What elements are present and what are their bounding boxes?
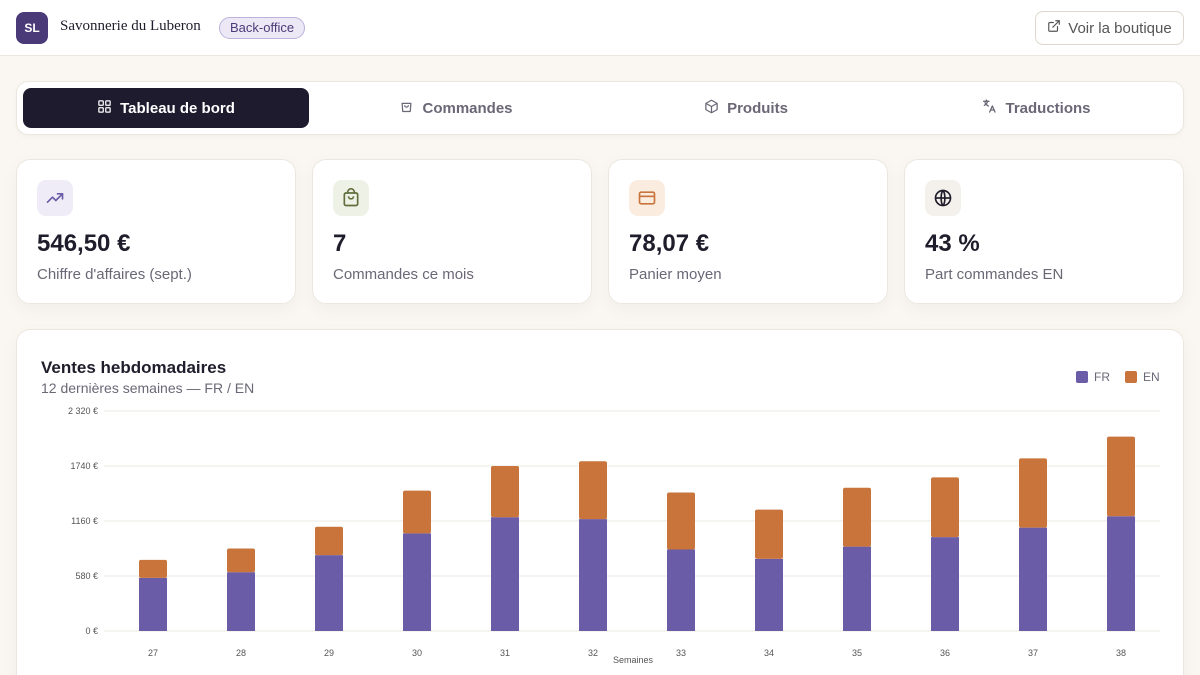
y-tick-label: 1160 €: [71, 516, 98, 526]
bar-segment-fr: [1019, 527, 1047, 631]
chart-title: Ventes hebdomadaires: [41, 358, 227, 377]
bar-segment-en: [843, 487, 871, 547]
legend-swatch: [1125, 371, 1137, 383]
main-tabs: Tableau de bord Commandes Produits Tradu…: [16, 81, 1184, 135]
chart-subtitle: 12 dernières semaines — FR / EN: [41, 380, 255, 396]
external-link-icon: [1047, 19, 1061, 37]
x-tick-label: 36: [940, 648, 950, 658]
tab-dashboard[interactable]: Tableau de bord: [23, 88, 309, 128]
back-office-badge: Back-office: [219, 17, 306, 39]
weekly-sales-card: Ventes hebdomadaires 12 dernières semain…: [16, 329, 1184, 675]
stat-card-revenue: 546,50 € Chiffre d'affaires (sept.): [16, 159, 296, 304]
stat-card-en-share: 43 % Part commandes EN: [904, 159, 1184, 304]
x-tick-label: 37: [1028, 648, 1038, 658]
y-tick-label: 0 €: [85, 626, 98, 636]
legend-label: EN: [1143, 370, 1160, 384]
brand-name: Savonnerie du Luberon: [60, 18, 201, 34]
stat-label: Chiffre d'affaires (sept.): [37, 266, 192, 283]
brand-logo[interactable]: SL: [16, 12, 48, 44]
x-tick-label: 32: [588, 648, 598, 658]
stat-value: 7: [333, 230, 347, 257]
bar-segment-fr: [491, 517, 519, 631]
weekly-sales-chart: 0 € 580 € 1160 € 1740 € 2 320 € 27 28 29 30 31 32 3…: [68, 406, 1160, 665]
stat-label: Panier moyen: [629, 266, 722, 283]
bar-segment-fr: [579, 519, 607, 631]
bar-segment-en: [227, 548, 255, 573]
y-tick-label: 2 320 €: [68, 406, 98, 416]
bar-segment-fr: [139, 577, 167, 631]
shopping-bag-icon: [333, 180, 369, 216]
stat-value: 546,50 €: [37, 230, 131, 257]
legend-item-fr[interactable]: FR: [1076, 370, 1110, 384]
bar-segment-fr: [843, 546, 871, 631]
tab-translations[interactable]: Traductions: [893, 88, 1179, 128]
x-axis-label: Semaines: [613, 655, 654, 665]
tab-orders[interactable]: Commandes: [313, 88, 599, 128]
x-tick-label: 28: [236, 648, 246, 658]
x-tick-label: 34: [764, 648, 774, 658]
tab-products[interactable]: Produits: [603, 88, 889, 128]
bar-segment-fr: [227, 572, 255, 631]
bag-icon: [399, 99, 414, 118]
x-tick-label: 31: [500, 648, 510, 658]
bar-segment-en: [491, 466, 519, 518]
bar-segment-fr: [403, 533, 431, 631]
stat-label: Part commandes EN: [925, 266, 1064, 283]
translate-icon: [981, 98, 997, 118]
x-tick-label: 38: [1116, 648, 1126, 658]
bar-segment-fr: [755, 558, 783, 631]
y-tick-label: 580 €: [75, 571, 98, 581]
stat-value: 43 %: [925, 230, 980, 257]
legend-item-en[interactable]: EN: [1125, 370, 1160, 384]
x-tick-label: 30: [412, 648, 422, 658]
x-tick-label: 35: [852, 648, 862, 658]
bar-segment-en: [403, 490, 431, 534]
tab-dashboard-label: Tableau de bord: [120, 99, 235, 117]
globe-icon: [925, 180, 961, 216]
view-shop-label: Voir la boutique: [1068, 19, 1172, 37]
grid-icon: [97, 99, 112, 118]
bar-segment-en: [755, 509, 783, 559]
view-shop-button[interactable]: Voir la boutique: [1035, 11, 1184, 45]
bar-segment-en: [139, 559, 167, 578]
bar-segment-en: [931, 477, 959, 538]
stat-card-basket: 78,07 € Panier moyen: [608, 159, 888, 304]
bar-segment-en: [1019, 458, 1047, 528]
legend-swatch: [1076, 371, 1088, 383]
tab-products-label: Produits: [727, 99, 788, 117]
bar-segment-fr: [931, 537, 959, 631]
tab-translations-label: Traductions: [1005, 99, 1091, 117]
stat-value: 78,07 €: [629, 230, 710, 257]
x-tick-label: 33: [676, 648, 686, 658]
bar-segment-fr: [1107, 516, 1135, 631]
bar-segment-en: [1107, 436, 1135, 517]
credit-card-icon: [629, 180, 665, 216]
bar-segment-en: [315, 526, 343, 556]
bar-segment-fr: [315, 555, 343, 631]
box-icon: [704, 99, 719, 118]
x-tick-label: 29: [324, 648, 334, 658]
bar-segment-en: [667, 492, 695, 550]
stat-card-orders: 7 Commandes ce mois: [312, 159, 592, 304]
stat-label: Commandes ce mois: [333, 266, 474, 283]
trending-up-icon: [37, 180, 73, 216]
legend-label: FR: [1094, 370, 1110, 384]
tab-orders-label: Commandes: [422, 99, 513, 117]
bar-segment-en: [579, 461, 607, 520]
bar-segment-fr: [667, 549, 695, 631]
top-bar: SL Savonnerie du Luberon Back-office Voi…: [0, 0, 1200, 56]
x-tick-label: 27: [148, 648, 158, 658]
y-tick-label: 1740 €: [70, 461, 98, 471]
